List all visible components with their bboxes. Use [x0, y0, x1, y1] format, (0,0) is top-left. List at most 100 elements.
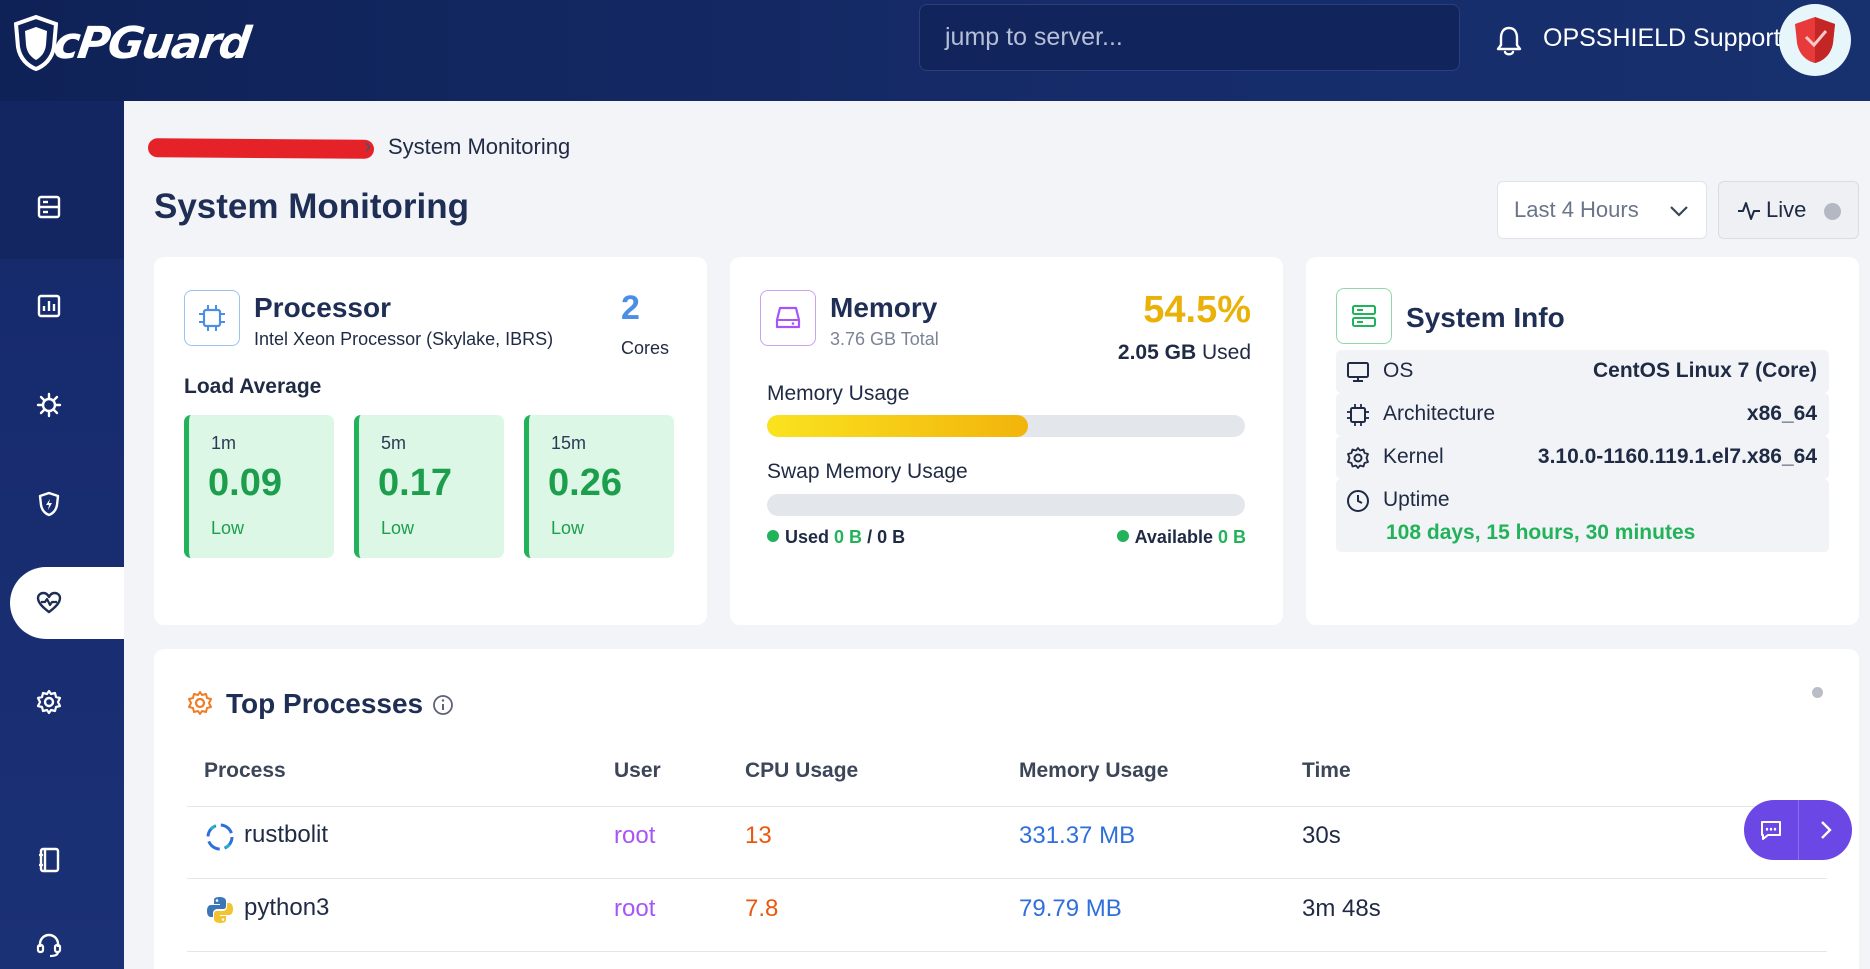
- memory-used: 2.05 GB Used: [1118, 341, 1251, 365]
- gear-icon: [36, 689, 62, 715]
- sidebar-item-servers[interactable]: [0, 171, 124, 243]
- column-header-cpu[interactable]: CPU Usage: [745, 759, 859, 782]
- memory-title: Memory: [830, 292, 938, 323]
- load-level: Low: [211, 518, 245, 538]
- top-bar: cPGuard jump to server... OPSSHIELD Supp…: [0, 0, 1870, 101]
- page-title: System Monitoring: [154, 187, 470, 226]
- memory-usage-bar: [767, 415, 1245, 437]
- swap-used-legend: Used 0 B / 0 B: [767, 527, 905, 548]
- system-info-icon-box: [1336, 288, 1392, 344]
- column-header-process[interactable]: Process: [204, 759, 286, 782]
- load-15m-box: 15m 0.26 Low: [524, 415, 674, 558]
- cpguard-logo[interactable]: cPGuard: [14, 10, 252, 76]
- process-memory: 331.37 MB: [1019, 822, 1136, 849]
- swap-used-label: Used: [785, 527, 830, 547]
- memory-percent: 54.5%: [1143, 289, 1251, 331]
- sidebar-item-docs[interactable]: [0, 824, 124, 896]
- column-header-time[interactable]: Time: [1302, 759, 1351, 782]
- chat-button[interactable]: [1744, 800, 1798, 860]
- sysinfo-row-uptime: Uptime 108 days, 15 hours, 30 minutes: [1336, 479, 1829, 552]
- sysinfo-key: OS: [1383, 359, 1414, 382]
- column-header-user[interactable]: User: [614, 759, 661, 782]
- chat-expand-button[interactable]: [1798, 800, 1852, 860]
- monitor-icon: [1347, 362, 1369, 382]
- bell-icon[interactable]: [1494, 24, 1524, 58]
- process-memory: 79.79 MB: [1019, 895, 1122, 922]
- load-level: Low: [381, 518, 415, 538]
- system-info-title: System Info: [1406, 302, 1565, 333]
- swap-total: 0 B: [877, 527, 906, 547]
- swap-usage-label: Swap Memory Usage: [767, 460, 968, 483]
- table-divider: [187, 951, 1827, 952]
- load-1m-box: 1m 0.09 Low: [184, 415, 334, 558]
- load-value: 0.09: [208, 462, 282, 504]
- sidebar-item-security[interactable]: [0, 468, 124, 540]
- chevron-down-icon: [1670, 206, 1688, 217]
- sidebar-item-settings[interactable]: [0, 666, 124, 738]
- live-label: Live: [1766, 197, 1807, 222]
- python-icon: [207, 897, 233, 923]
- cores-label: Cores: [621, 338, 670, 358]
- cores-count: 2: [621, 289, 640, 327]
- cpu-chip-icon: [1347, 404, 1369, 426]
- memory-used-value: 2.05 GB: [1117, 341, 1197, 364]
- memory-usage-bar-fill: [767, 415, 1028, 437]
- sidebar-item-support[interactable]: [0, 909, 124, 969]
- hard-drive-icon: [775, 306, 801, 329]
- load-average-label: Load Average: [184, 375, 322, 398]
- shield-logo-icon: [1795, 17, 1835, 63]
- system-info-card: System Info OS CentOS Linux 7 (Core) Arc: [1306, 257, 1859, 625]
- time-range-select[interactable]: Last 4 Hours: [1497, 181, 1707, 239]
- processor-title: Processor: [254, 292, 391, 323]
- chat-divider: [1797, 800, 1799, 860]
- sysinfo-row-architecture: Architecture x86_64: [1336, 393, 1829, 436]
- process-time: 3m 48s: [1302, 895, 1381, 922]
- gear-icon: [1347, 447, 1369, 469]
- server-list-icon: [37, 195, 61, 219]
- load-level: Low: [551, 518, 585, 538]
- sidebar-item-reports[interactable]: [0, 270, 124, 342]
- chat-bubble-icon: [1760, 821, 1781, 840]
- redacted-breadcrumb: [147, 138, 375, 159]
- process-user: root: [614, 822, 656, 849]
- breadcrumb-separator: ›: [364, 133, 372, 158]
- memory-icon-box: [760, 290, 816, 346]
- process-cpu: 7.8: [745, 895, 779, 922]
- chevron-right-icon: [1821, 821, 1832, 839]
- user-name[interactable]: OPSSHIELD Support: [1543, 24, 1781, 52]
- headset-icon: [36, 933, 62, 958]
- swap-usage-bar: [767, 494, 1245, 516]
- load-period: 1m: [211, 433, 237, 453]
- live-toggle-button[interactable]: Live: [1718, 181, 1859, 239]
- sidebar: [0, 101, 124, 969]
- uptime-label: Uptime: [1383, 488, 1450, 511]
- shield-bolt-icon: [38, 491, 60, 517]
- chat-widget[interactable]: [1744, 800, 1852, 860]
- breadcrumb-current: System Monitoring: [388, 134, 571, 159]
- logo-shield-icon: [14, 15, 58, 71]
- cpu-chip-icon: [199, 305, 225, 331]
- sidebar-item-monitoring[interactable]: [10, 567, 124, 639]
- processor-model: Intel Xeon Processor (Skylake, IBRS): [254, 329, 554, 349]
- main-content: › System Monitoring System Monitoring La…: [124, 101, 1870, 969]
- process-cpu: 13: [745, 822, 772, 849]
- memory-usage-label: Memory Usage: [767, 382, 910, 405]
- jump-placeholder: jump to server...: [945, 23, 1123, 51]
- memory-used-suffix: Used: [1201, 341, 1251, 364]
- load-5m-box: 5m 0.17 Low: [354, 415, 504, 558]
- column-header-memory[interactable]: Memory Usage: [1019, 759, 1169, 782]
- status-dot: [1812, 687, 1823, 698]
- book-icon: [39, 847, 60, 873]
- sysinfo-row-os: OS CentOS Linux 7 (Core): [1336, 350, 1829, 393]
- load-period: 15m: [551, 433, 587, 453]
- load-period: 5m: [381, 433, 407, 453]
- sidebar-top-band: [0, 101, 124, 259]
- sidebar-item-malware[interactable]: [0, 369, 124, 441]
- spinner-icon: [206, 823, 234, 851]
- heart-pulse-icon: [36, 591, 62, 614]
- avatar[interactable]: [1779, 4, 1851, 76]
- memory-card: Memory 3.76 GB Total 54.5% 2.05 GB Used …: [730, 257, 1283, 625]
- jump-to-server-input[interactable]: jump to server...: [919, 4, 1460, 71]
- top-processes-card: Top Processes Process User CPU Usage Mem…: [154, 649, 1859, 969]
- info-icon[interactable]: [432, 694, 454, 716]
